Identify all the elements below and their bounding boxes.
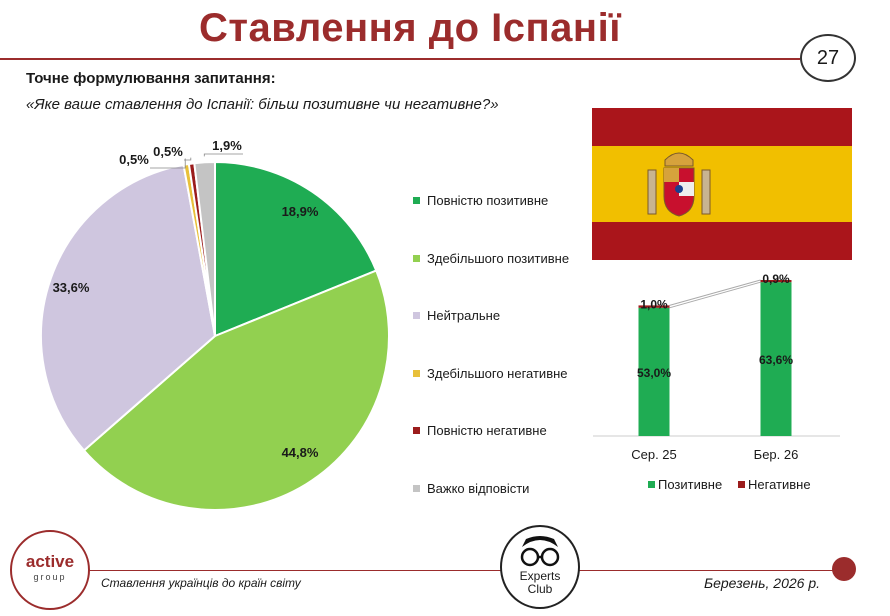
legend-swatch — [413, 484, 420, 492]
legend-swatch — [413, 197, 420, 204]
bar-legend-swatch-positive — [648, 481, 655, 488]
logo-experts-line1: Experts — [519, 569, 561, 583]
pie-label-neutral: 33,6% — [53, 280, 90, 295]
pie-label-fully-negative: 0,5% — [153, 144, 183, 159]
legend-label: Важко відповісти — [427, 480, 530, 496]
pie-leader-line-hard-to-say — [203, 153, 243, 157]
pie-leader-line-mostly-negative — [150, 158, 186, 169]
bar-label-positive: 53,0% — [637, 366, 671, 380]
page-number-badge: 27 — [800, 34, 856, 82]
bar-legend-label-negative: Негативне — [748, 477, 811, 492]
bar-legend-label-positive: Позитивне — [658, 477, 722, 492]
title-divider — [0, 58, 800, 60]
legend-item-hard-to-say: Важко відповісти — [413, 481, 529, 496]
flag-middle-stripe — [592, 146, 852, 222]
page-title: Ставлення до Іспанії — [199, 6, 621, 50]
bar-connector-bottom — [669, 281, 761, 309]
legend-swatch — [413, 427, 420, 434]
pie-leader-line-fully-negative — [184, 157, 192, 161]
active-group-logo: active group — [10, 530, 90, 610]
flag-top-stripe — [592, 108, 852, 146]
legend-item-fully-negative: Повністю негативне — [413, 423, 547, 438]
pie-slice-hard-to-say — [193, 160, 216, 337]
coat-of-arms-icon — [647, 152, 711, 217]
spain-flag-image — [592, 108, 852, 260]
pie-slice-mostly-positive — [82, 269, 390, 511]
logo-active-sub: group — [33, 572, 67, 582]
experts-club-logo: Experts Club — [500, 525, 580, 609]
footer-divider — [88, 570, 836, 571]
bar-category-label: Бер. 26 — [754, 447, 799, 462]
bar-positive-1 — [760, 282, 792, 436]
bar-negative-1 — [760, 280, 792, 283]
legend-item-mostly-positive: Здебільшого позитивне — [413, 251, 569, 266]
bar-negative-0 — [638, 305, 670, 308]
legend-label: Повністю позитивне — [427, 193, 549, 208]
legend-label: Нейтральне — [427, 308, 501, 323]
pie-slice-neutral — [40, 163, 217, 452]
bar-label-positive: 63,6% — [759, 353, 793, 367]
flag-bottom-stripe — [592, 222, 852, 260]
legend-label: Здебільшого негативне — [427, 365, 568, 381]
legend-item-mostly-negative: Здебільшого негативне — [413, 366, 568, 381]
legend-item-fully-positive: Повністю позитивне — [413, 193, 548, 208]
pie-chart: 18,9% 44,8% 33,6% 0,5% 0,5% 1,9% — [40, 138, 390, 511]
bar-positive-0 — [638, 307, 670, 436]
bar-legend-swatch-negative — [738, 481, 745, 488]
legend-item-neutral: Нейтральне — [413, 308, 500, 323]
footer-date: Березень, 2026 р. — [703, 575, 820, 591]
pie-label-mostly-negative: 0,5% — [119, 152, 149, 167]
question-label: Точне формулювання запитання: — [26, 70, 276, 87]
bar-connector-top — [669, 279, 761, 306]
footer-accent-dot — [832, 557, 856, 581]
legend-swatch — [413, 369, 420, 377]
pie-label-fully-positive: 18,9% — [282, 204, 319, 219]
legend-swatch — [413, 254, 420, 262]
question-text: «Яке ваше ставлення до Іспанії: більш по… — [26, 96, 499, 113]
glasses-icon — [520, 536, 560, 567]
logo-experts-line2: Club — [527, 582, 553, 596]
legend-swatch — [413, 312, 420, 319]
legend-label: Повністю негативне — [427, 423, 547, 438]
logo-active-word: active — [25, 552, 75, 571]
bar-label-negative: 0,9% — [762, 272, 790, 286]
bar-label-negative: 1,0% — [640, 297, 668, 311]
bar-category-label: Сер. 25 — [631, 447, 677, 462]
pie-label-hard-to-say: 1,9% — [212, 138, 242, 153]
footer-report-title: Ставлення українців до країн світу — [101, 576, 301, 590]
legend-label: Здебільшого позитивне — [427, 250, 570, 266]
trend-bar-chart: 53,0% 1,0% Сер. 25 63,6% 0,9% Бер. 26 Позитивн… — [593, 272, 840, 492]
pie-label-mostly-positive: 44,8% — [282, 445, 319, 460]
pie-slice-fully-positive — [214, 160, 378, 338]
